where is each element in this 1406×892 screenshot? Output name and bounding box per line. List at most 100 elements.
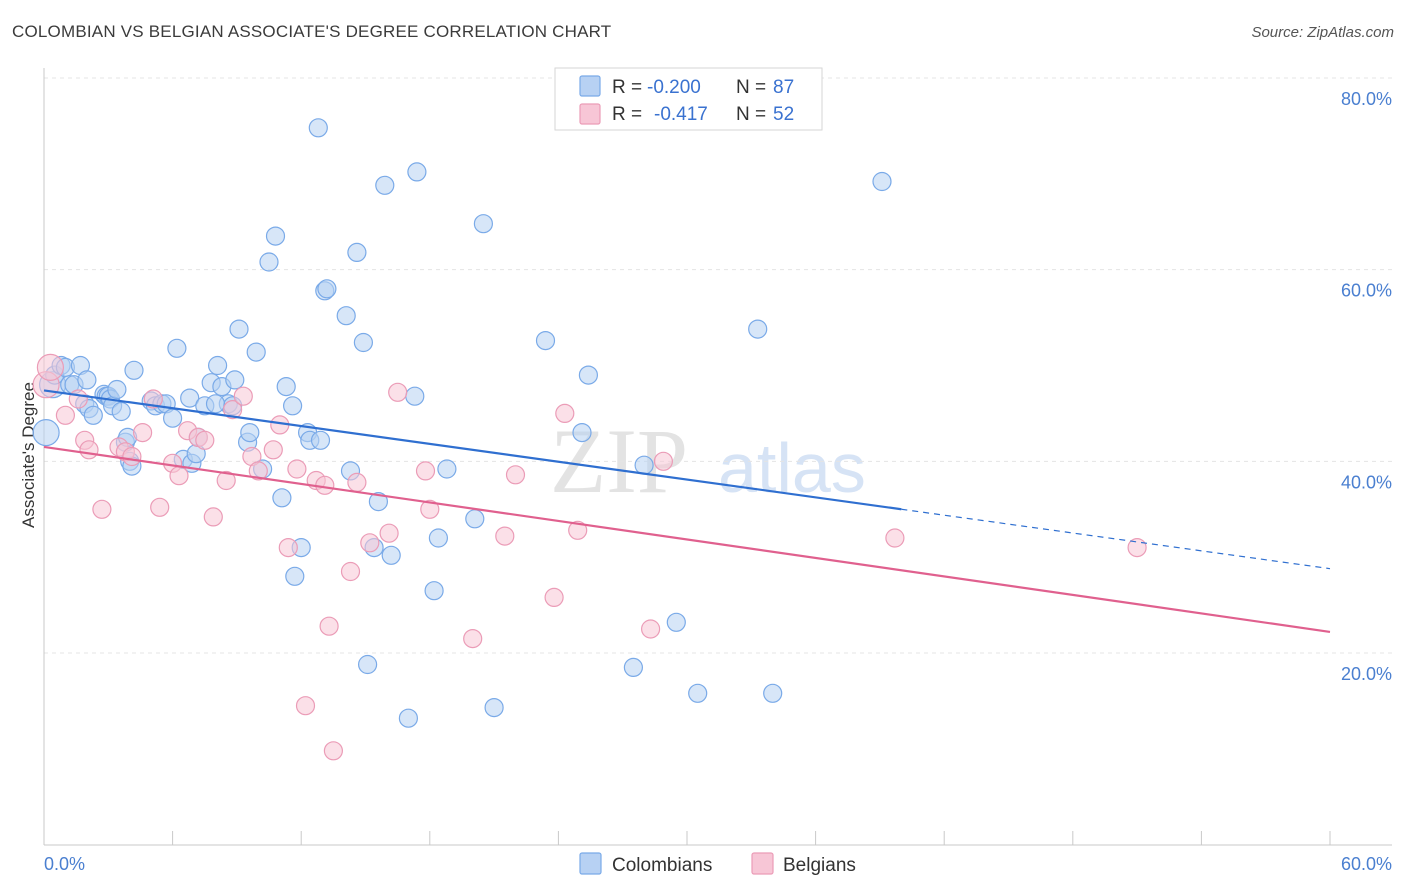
point-colombians-8 [77, 370, 97, 390]
point-colombians-68 [375, 175, 395, 195]
y-tick-label-80: 80.0% [1341, 89, 1392, 109]
point-belgians-42 [505, 465, 526, 485]
trend-lines [43, 389, 1331, 634]
point-colombians-73 [424, 581, 444, 601]
point-colombians-42 [225, 370, 245, 390]
point-belgians-2 [55, 405, 76, 425]
series-belgians [32, 353, 1147, 761]
legend-n-label-colombians: N = [736, 77, 766, 98]
point-colombians-41 [205, 394, 226, 414]
x-axis-ticks [43, 831, 1331, 845]
watermark-atlas: atlas [718, 429, 866, 507]
point-belgians-1 [36, 353, 65, 381]
point-belgians-47 [653, 451, 674, 471]
point-belgians-43 [544, 587, 564, 608]
point-colombians-76 [465, 509, 485, 529]
point-belgians-11 [143, 389, 163, 409]
point-colombians-58 [310, 430, 331, 450]
bottom-legend-label-colombians: Colombians [612, 855, 712, 876]
series-colombians [32, 118, 892, 728]
point-colombians-88 [872, 171, 892, 192]
point-belgians-24 [263, 440, 283, 460]
point-belgians-10 [133, 423, 153, 443]
point-colombians-84 [666, 612, 686, 632]
point-colombians-80 [572, 423, 592, 443]
point-belgians-6 [92, 499, 112, 519]
point-colombians-37 [208, 355, 228, 376]
point-belgians-32 [323, 741, 343, 761]
legend-r-value-belgians: -0.417 [654, 104, 708, 125]
point-colombians-82 [623, 657, 644, 678]
point-colombians-83 [634, 455, 654, 475]
point-belgians-12 [150, 497, 170, 517]
point-colombians-69 [381, 545, 401, 565]
point-belgians-17 [195, 430, 215, 450]
point-belgians-26 [278, 537, 298, 558]
gridlines [44, 77, 1392, 654]
point-belgians-5 [79, 440, 99, 460]
point-colombians-43 [229, 319, 249, 339]
stats-legend: R = -0.200 N = 87 R = -0.417 N = 52 [554, 67, 823, 131]
point-belgians-48 [885, 528, 905, 548]
point-colombians-51 [276, 377, 296, 397]
point-colombians-79 [535, 331, 556, 351]
point-belgians-37 [388, 382, 408, 402]
point-colombians-60 [317, 279, 337, 299]
point-colombians-57 [308, 118, 328, 138]
y-tick-label-40: 40.0% [1341, 472, 1392, 492]
point-belgians-21 [233, 386, 253, 406]
point-colombians-77 [473, 214, 493, 234]
point-colombians-65 [358, 654, 378, 675]
y-tick-label-20: 20.0% [1341, 664, 1392, 684]
point-colombians-75 [437, 459, 457, 479]
point-colombians-74 [428, 528, 448, 548]
point-belgians-36 [379, 523, 399, 543]
point-belgians-30 [315, 475, 335, 495]
point-colombians-71 [405, 386, 425, 406]
legend-n-value-belgians: 52 [773, 104, 794, 125]
point-colombians-45 [240, 423, 260, 443]
point-belgians-44 [555, 403, 575, 423]
point-belgians-41 [495, 526, 515, 546]
point-colombians-49 [265, 226, 286, 246]
point-colombians-78 [484, 697, 504, 718]
legend-swatch-belgians [579, 103, 601, 125]
point-colombians-29 [167, 338, 187, 358]
point-belgians-35 [360, 533, 380, 553]
point-belgians-31 [319, 616, 339, 636]
source-label: Source: ZipAtlas.com [1251, 24, 1394, 41]
x-tick-label-max: 60.0% [1341, 854, 1392, 874]
point-belgians-20 [223, 400, 243, 420]
point-belgians-14 [169, 466, 189, 486]
legend-n-label-belgians: N = [736, 104, 766, 125]
point-belgians-39 [420, 499, 440, 519]
trend-line-colombians [43, 389, 902, 511]
point-colombians-18 [111, 401, 131, 422]
point-colombians-0 [32, 419, 60, 447]
point-colombians-23 [124, 360, 144, 380]
point-belgians-38 [415, 461, 436, 481]
point-colombians-28 [163, 408, 183, 428]
point-colombians-11 [83, 405, 103, 425]
point-belgians-40 [463, 628, 483, 649]
point-colombians-72 [407, 162, 427, 182]
point-colombians-81 [578, 365, 599, 385]
point-colombians-70 [398, 708, 418, 728]
point-colombians-67 [368, 492, 388, 512]
point-colombians-63 [347, 242, 367, 262]
point-belgians-9 [122, 446, 142, 467]
point-colombians-86 [748, 319, 768, 339]
x-tick-label-min: 0.0% [44, 854, 85, 874]
legend-n-value-colombians: 87 [773, 77, 794, 98]
point-belgians-3 [68, 389, 88, 409]
point-colombians-46 [246, 342, 266, 362]
point-belgians-27 [287, 459, 307, 479]
point-belgians-28 [295, 696, 316, 716]
point-colombians-85 [688, 683, 708, 703]
point-belgians-34 [347, 472, 367, 492]
point-belgians-23 [248, 461, 268, 481]
y-axis-tick-labels: 20.0% 40.0% 60.0% 80.0% [1341, 89, 1392, 684]
point-belgians-46 [640, 619, 661, 639]
point-colombians-53 [285, 566, 305, 586]
legend-swatch-colombians [579, 75, 601, 97]
